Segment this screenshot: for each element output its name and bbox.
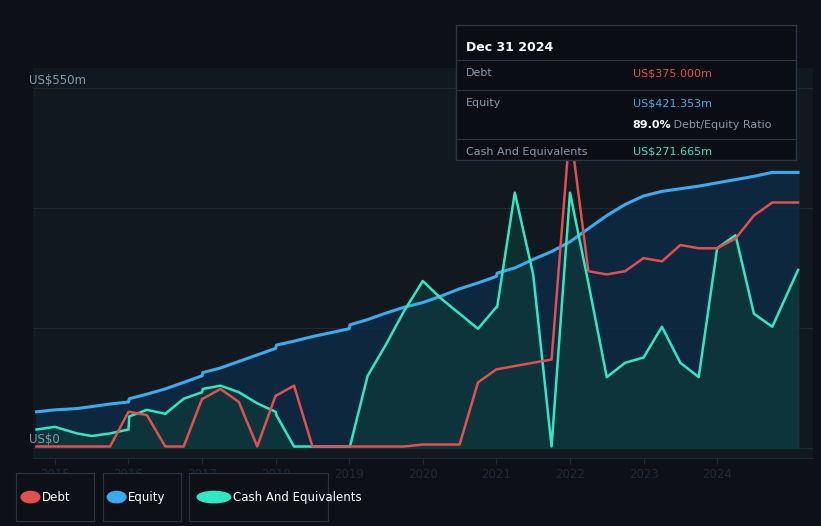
Text: US$550m: US$550m	[29, 74, 86, 87]
Text: Equity: Equity	[127, 491, 165, 503]
Circle shape	[21, 491, 40, 503]
Text: Equity: Equity	[466, 98, 502, 108]
Text: US$421.353m: US$421.353m	[633, 98, 712, 108]
Text: Debt: Debt	[466, 68, 493, 78]
Text: Debt: Debt	[41, 491, 70, 503]
Text: US$0: US$0	[29, 433, 60, 446]
Text: Cash And Equivalents: Cash And Equivalents	[466, 147, 587, 157]
Circle shape	[108, 491, 126, 503]
Text: US$271.665m: US$271.665m	[633, 147, 712, 157]
Text: Dec 31 2024: Dec 31 2024	[466, 41, 553, 54]
Text: Debt/Equity Ratio: Debt/Equity Ratio	[670, 120, 772, 130]
Text: US$375.000m: US$375.000m	[633, 68, 712, 78]
Circle shape	[197, 491, 231, 503]
Text: Cash And Equivalents: Cash And Equivalents	[233, 491, 362, 503]
Text: 89.0%: 89.0%	[633, 120, 672, 130]
